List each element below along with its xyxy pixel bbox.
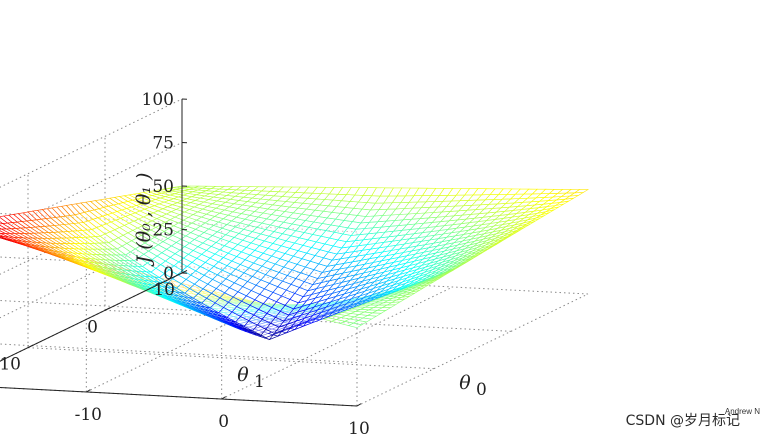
- z-tick-label: 0: [163, 264, 174, 284]
- theta1-tick-label: 10: [153, 280, 175, 300]
- theta0-tick-label: 10: [348, 419, 370, 438]
- right-wall-horizontal: [0, 343, 358, 363]
- z-tick-label: 25: [152, 221, 174, 241]
- surface-mesh: [0, 185, 590, 341]
- theta0-tick-mark: [221, 396, 226, 400]
- theta1-tick-mark: [27, 344, 34, 349]
- theta0-tick-label: -10: [75, 405, 102, 425]
- z-tick-label: 100: [142, 90, 174, 110]
- svg-text:0: 0: [476, 380, 487, 400]
- theta0-axis-line: [0, 387, 358, 407]
- x-axis-title: θ 0: [459, 372, 487, 400]
- floor-gridline-theta1: [27, 347, 435, 370]
- svg-text:1: 1: [254, 372, 265, 392]
- z-axis-title: J (θ₀ , θ₁ ): [133, 173, 155, 268]
- credit-text: Andrew N: [724, 407, 760, 416]
- theta1-axis-line: [0, 272, 183, 362]
- z-tick-label: 50: [152, 177, 174, 197]
- theta1-tick-mark: [181, 269, 188, 274]
- theta0-tick-label: 0: [218, 412, 229, 432]
- theta0-tick-mark: [86, 389, 91, 393]
- svg-text:θ: θ: [459, 372, 471, 394]
- theta1-tick-mark: [104, 307, 111, 311]
- z-tick-label: 75: [152, 134, 174, 154]
- theta1-tick-label: -10: [0, 355, 21, 375]
- svg-text:θ: θ: [237, 364, 249, 386]
- y-axis-title: θ 1: [237, 364, 265, 392]
- theta0-tick-mark: [356, 403, 362, 407]
- watermark-text: CSDN @岁月标记: [625, 413, 740, 429]
- floor-gridline-theta0: [356, 293, 589, 407]
- axis-lines: [0, 98, 362, 407]
- surface-cell: [573, 189, 590, 194]
- theta1-tick-label: 0: [87, 317, 98, 337]
